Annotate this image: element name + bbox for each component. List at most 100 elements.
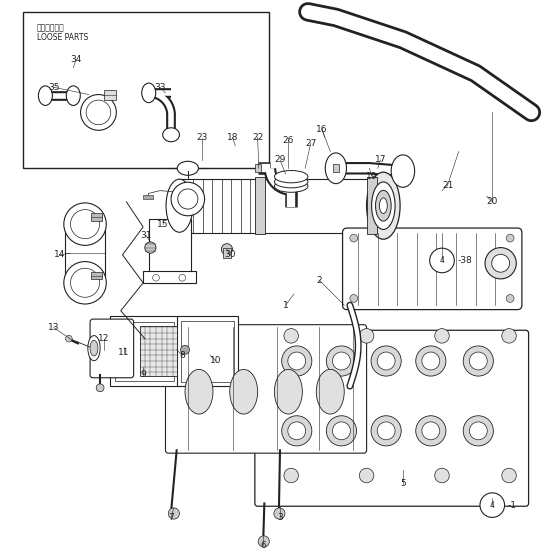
Circle shape <box>360 329 374 343</box>
Bar <box>223 248 231 258</box>
Bar <box>143 270 196 283</box>
Circle shape <box>326 346 357 376</box>
Text: 30: 30 <box>224 250 235 259</box>
Ellipse shape <box>163 128 179 142</box>
Circle shape <box>416 416 446 446</box>
Ellipse shape <box>88 335 100 361</box>
Text: -1: -1 <box>508 501 517 510</box>
Circle shape <box>71 268 100 297</box>
Text: 13: 13 <box>48 323 59 332</box>
Ellipse shape <box>372 182 395 230</box>
Text: 4: 4 <box>490 501 494 510</box>
Text: 35: 35 <box>48 83 59 92</box>
Text: 4: 4 <box>440 256 445 265</box>
Circle shape <box>430 248 454 273</box>
Circle shape <box>333 352 351 370</box>
FancyBboxPatch shape <box>90 319 134 378</box>
Ellipse shape <box>166 179 193 232</box>
FancyBboxPatch shape <box>166 325 367 453</box>
Bar <box>255 164 261 172</box>
Circle shape <box>371 346 401 376</box>
Text: 2: 2 <box>316 276 322 284</box>
Circle shape <box>179 274 185 281</box>
Circle shape <box>371 416 401 446</box>
Circle shape <box>71 209 100 239</box>
Text: 15: 15 <box>157 220 169 228</box>
Ellipse shape <box>90 340 98 356</box>
Bar <box>255 177 265 234</box>
Circle shape <box>66 335 72 342</box>
Circle shape <box>282 346 312 376</box>
Circle shape <box>81 95 116 130</box>
Bar <box>110 316 179 386</box>
Text: 22: 22 <box>252 133 263 142</box>
Ellipse shape <box>66 86 80 105</box>
Text: 12: 12 <box>99 334 110 343</box>
Bar <box>65 228 105 277</box>
Ellipse shape <box>65 222 105 234</box>
Circle shape <box>350 234 358 242</box>
Circle shape <box>480 493 505 517</box>
Ellipse shape <box>380 198 388 213</box>
Circle shape <box>463 346 493 376</box>
Circle shape <box>258 536 269 547</box>
Text: 17: 17 <box>375 155 386 165</box>
Ellipse shape <box>325 153 347 184</box>
Circle shape <box>64 203 106 245</box>
Text: 18: 18 <box>227 133 238 142</box>
Circle shape <box>469 352 487 370</box>
Ellipse shape <box>142 83 156 102</box>
FancyBboxPatch shape <box>343 228 522 310</box>
Circle shape <box>282 416 312 446</box>
Text: 1: 1 <box>283 301 288 310</box>
Circle shape <box>377 352 395 370</box>
Ellipse shape <box>39 86 53 105</box>
Circle shape <box>416 346 446 376</box>
Bar <box>91 213 102 221</box>
Bar <box>104 90 116 100</box>
Circle shape <box>284 329 298 343</box>
Circle shape <box>506 295 514 302</box>
Text: 26: 26 <box>283 136 294 145</box>
Circle shape <box>326 416 357 446</box>
Bar <box>181 321 234 382</box>
Circle shape <box>502 329 516 343</box>
Circle shape <box>485 248 516 279</box>
Circle shape <box>435 468 449 483</box>
Text: 6: 6 <box>260 541 266 550</box>
Bar <box>23 12 269 168</box>
Circle shape <box>469 422 487 440</box>
Ellipse shape <box>185 370 213 414</box>
Ellipse shape <box>230 370 258 414</box>
Ellipse shape <box>316 370 344 414</box>
Bar <box>367 177 377 234</box>
Circle shape <box>180 346 189 354</box>
Text: 34: 34 <box>71 55 82 64</box>
Bar <box>333 164 339 172</box>
Text: 21: 21 <box>442 180 453 189</box>
Bar <box>115 322 174 381</box>
Text: 23: 23 <box>196 133 208 142</box>
Text: 14: 14 <box>54 250 65 259</box>
Circle shape <box>96 384 104 392</box>
Text: 16: 16 <box>316 125 328 134</box>
Text: 19: 19 <box>366 172 378 181</box>
Bar <box>176 316 238 386</box>
Circle shape <box>153 274 160 281</box>
Circle shape <box>64 262 106 304</box>
Ellipse shape <box>391 155 414 187</box>
Text: 10: 10 <box>210 357 222 366</box>
Bar <box>141 326 176 376</box>
Bar <box>91 272 102 279</box>
Bar <box>149 218 190 283</box>
Text: 31: 31 <box>140 231 152 240</box>
Text: 11: 11 <box>118 348 129 357</box>
Ellipse shape <box>376 190 391 221</box>
Ellipse shape <box>274 175 308 188</box>
Circle shape <box>145 242 156 253</box>
Circle shape <box>171 182 204 216</box>
Ellipse shape <box>65 271 105 283</box>
Text: 20: 20 <box>487 197 498 206</box>
Ellipse shape <box>274 170 308 183</box>
Bar <box>143 194 153 199</box>
